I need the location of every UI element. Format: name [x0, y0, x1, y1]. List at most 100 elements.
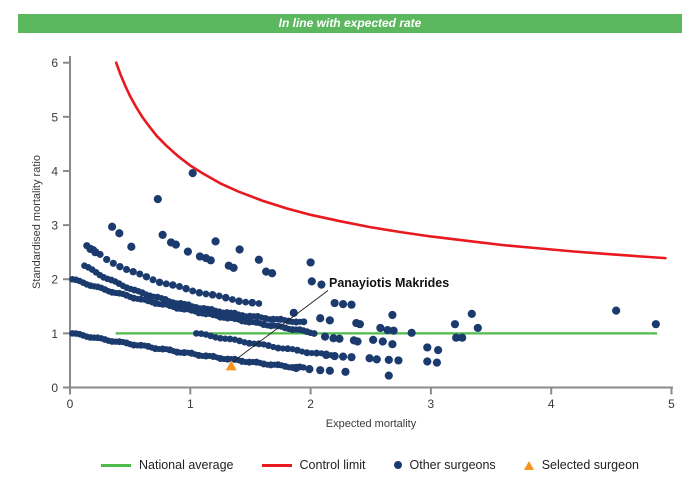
other-surgeon-dot[interactable]: [215, 292, 223, 300]
other-surgeon-dot[interactable]: [229, 296, 236, 303]
other-surgeon-dot[interactable]: [268, 269, 277, 278]
other-surgeon-dot[interactable]: [407, 328, 416, 337]
other-surgeon-dot[interactable]: [235, 245, 244, 254]
other-surgeon-dot[interactable]: [169, 281, 177, 289]
other-surgeon-dot[interactable]: [91, 248, 100, 257]
other-surgeon-dot[interactable]: [108, 222, 117, 231]
other-surgeon-dot[interactable]: [434, 346, 443, 355]
other-surgeon-dot[interactable]: [284, 345, 292, 353]
other-surgeon-dot[interactable]: [450, 320, 460, 329]
other-surgeon-dot[interactable]: [313, 349, 321, 357]
other-surgeon-dot[interactable]: [211, 237, 220, 246]
other-surgeon-dot[interactable]: [116, 263, 124, 271]
other-surgeon-dot[interactable]: [353, 337, 362, 346]
other-surgeon-dot[interactable]: [347, 353, 356, 362]
other-surgeon-dot[interactable]: [292, 363, 301, 373]
other-surgeon-dot[interactable]: [123, 265, 131, 273]
other-surgeon-dot[interactable]: [452, 333, 461, 342]
other-surgeon-dot[interactable]: [221, 293, 230, 302]
other-surgeon-dot[interactable]: [369, 335, 378, 344]
other-surgeon-dot[interactable]: [193, 330, 200, 337]
other-surgeon-dot[interactable]: [473, 323, 482, 333]
other-surgeon-dot[interactable]: [389, 326, 398, 335]
other-surgeon-dot[interactable]: [307, 277, 316, 286]
other-surgeon-dot[interactable]: [171, 240, 180, 249]
other-surgeon-dot[interactable]: [432, 358, 442, 367]
other-surgeon-dot[interactable]: [115, 229, 124, 238]
other-surgeon-dot[interactable]: [329, 334, 338, 343]
other-surgeon-dot[interactable]: [317, 280, 326, 289]
other-surgeon-dot[interactable]: [153, 195, 162, 204]
other-surgeon-dot[interactable]: [305, 364, 314, 374]
other-surgeon-dot[interactable]: [388, 340, 397, 349]
other-surgeon-dot[interactable]: [221, 335, 229, 342]
other-surgeon-dot[interactable]: [320, 332, 330, 341]
other-surgeon-dot[interactable]: [162, 280, 170, 288]
other-surgeon-dot[interactable]: [129, 268, 137, 276]
other-surgeon-dot[interactable]: [303, 349, 311, 357]
other-surgeon-dot[interactable]: [183, 247, 192, 256]
other-surgeon-dot[interactable]: [388, 310, 397, 320]
other-surgeon-dot[interactable]: [322, 350, 331, 360]
other-surgeon-dot[interactable]: [423, 357, 432, 366]
other-surgeon-dot[interactable]: [376, 323, 385, 333]
other-surgeon-dot[interactable]: [155, 278, 164, 287]
other-surgeon-dot[interactable]: [384, 371, 393, 380]
other-surgeon-dot[interactable]: [242, 298, 250, 306]
other-surgeon-dot[interactable]: [316, 366, 325, 375]
other-surgeon-dot[interactable]: [158, 230, 167, 239]
other-surgeon-dot[interactable]: [255, 340, 263, 348]
other-surgeon-dot[interactable]: [330, 298, 339, 308]
other-surgeon-dot[interactable]: [338, 300, 348, 309]
other-surgeon-dot[interactable]: [341, 367, 350, 376]
other-surgeon-dot[interactable]: [458, 333, 467, 342]
other-surgeon-dot[interactable]: [189, 287, 197, 295]
other-surgeon-dot[interactable]: [206, 256, 215, 265]
other-surgeon-dot[interactable]: [208, 291, 217, 299]
other-surgeon-dot[interactable]: [372, 355, 381, 364]
other-surgeon-dot[interactable]: [229, 263, 238, 272]
other-surgeon-dot[interactable]: [335, 334, 344, 343]
other-surgeon-dot[interactable]: [378, 337, 387, 346]
other-surgeon-dot[interactable]: [365, 354, 374, 363]
other-surgeon-dot[interactable]: [254, 255, 263, 264]
other-surgeon-dot[interactable]: [226, 335, 234, 343]
other-surgeon-dot[interactable]: [255, 300, 263, 307]
other-surgeon-dot[interactable]: [109, 259, 117, 267]
other-surgeon-dot[interactable]: [325, 316, 334, 325]
other-surgeon-dot[interactable]: [176, 283, 183, 290]
other-surgeon-dot[interactable]: [136, 270, 144, 278]
other-surgeon-dot[interactable]: [310, 330, 318, 337]
other-surgeon-dot[interactable]: [300, 364, 307, 371]
other-surgeon-dot[interactable]: [250, 340, 258, 347]
other-surgeon-dot[interactable]: [330, 352, 339, 361]
other-surgeon-dot[interactable]: [274, 344, 282, 352]
other-surgeon-dot[interactable]: [383, 326, 392, 335]
other-surgeon-dot[interactable]: [394, 356, 403, 365]
other-surgeon-dot[interactable]: [217, 334, 224, 342]
other-surgeon-dot[interactable]: [355, 320, 365, 329]
other-surgeon-dot[interactable]: [248, 298, 257, 307]
other-surgeon-dot[interactable]: [182, 284, 190, 293]
other-surgeon-dot[interactable]: [316, 314, 325, 323]
other-surgeon-dot[interactable]: [384, 355, 393, 364]
other-surgeon-dot[interactable]: [612, 306, 621, 315]
other-surgeon-dot[interactable]: [423, 343, 432, 352]
other-surgeon-dot[interactable]: [467, 309, 476, 318]
other-surgeon-dot[interactable]: [279, 345, 287, 352]
other-surgeon-dot[interactable]: [338, 352, 348, 361]
other-surgeon-dot[interactable]: [127, 242, 136, 251]
other-surgeon-dot[interactable]: [149, 276, 157, 284]
other-surgeon-dot[interactable]: [103, 255, 111, 264]
other-surgeon-dot[interactable]: [188, 169, 197, 178]
other-surgeon-dot[interactable]: [300, 318, 308, 326]
other-surgeon-dot[interactable]: [245, 339, 253, 347]
other-surgeon-dot[interactable]: [347, 300, 356, 309]
other-surgeon-dot[interactable]: [651, 320, 660, 329]
other-surgeon-dot[interactable]: [202, 290, 210, 298]
other-surgeon-dot[interactable]: [325, 366, 334, 375]
other-surgeon-dot[interactable]: [195, 288, 204, 297]
other-surgeon-dot[interactable]: [306, 258, 315, 267]
other-surgeon-dot[interactable]: [308, 350, 315, 357]
other-surgeon-dot[interactable]: [142, 273, 151, 281]
